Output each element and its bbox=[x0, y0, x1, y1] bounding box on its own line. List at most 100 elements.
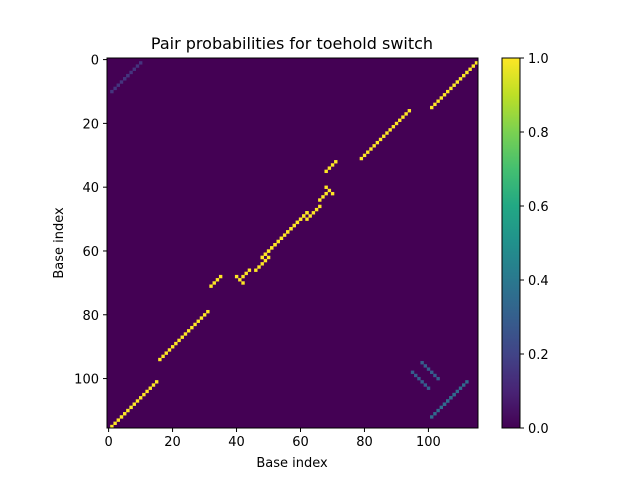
heatmap-cell bbox=[177, 338, 181, 343]
heatmap-cell bbox=[209, 284, 213, 288]
heatmap-cell bbox=[407, 109, 412, 113]
heatmap-cell bbox=[241, 281, 245, 285]
heatmap-cell bbox=[110, 89, 114, 94]
colorbar-tick-label: 0.6 bbox=[528, 200, 549, 215]
heatmap-cell bbox=[423, 383, 428, 387]
heatmap-cell bbox=[430, 415, 434, 419]
heatmap-cell bbox=[455, 389, 460, 394]
heatmap-cell bbox=[282, 233, 287, 237]
heatmap-cell bbox=[244, 271, 248, 276]
heatmap-cell bbox=[190, 325, 194, 330]
x-tick-label: 60 bbox=[292, 435, 309, 450]
x-tick-label: 20 bbox=[164, 435, 181, 450]
heatmap-cell bbox=[132, 67, 136, 71]
heatmap-cell bbox=[119, 415, 124, 419]
heatmap-cell bbox=[401, 115, 405, 119]
heatmap-cell bbox=[286, 230, 290, 234]
heatmap-cell bbox=[452, 83, 456, 87]
heatmap-cell bbox=[215, 278, 220, 282]
heatmap-cell bbox=[266, 249, 271, 253]
heatmap-cell bbox=[433, 102, 437, 107]
heatmap-cell bbox=[308, 214, 312, 218]
chart-title: Pair probabilities for toehold switch bbox=[151, 34, 433, 53]
heatmap-cell bbox=[145, 389, 149, 394]
heatmap-cell bbox=[260, 262, 264, 266]
heatmap-cell bbox=[436, 408, 440, 413]
heatmap-cell bbox=[468, 67, 472, 71]
heatmap-cell bbox=[174, 341, 178, 346]
heatmap-cell bbox=[212, 281, 216, 285]
heatmap-cell bbox=[414, 373, 418, 378]
heatmap-cell bbox=[193, 322, 197, 327]
y-tick-label: 100 bbox=[74, 373, 99, 388]
heatmap-cell bbox=[327, 166, 332, 170]
y-axis-label: Base index bbox=[52, 207, 67, 279]
heatmap-cell bbox=[458, 386, 463, 390]
heatmap-cell bbox=[378, 137, 383, 142]
heatmap-cells bbox=[110, 61, 478, 428]
heatmap-cell bbox=[138, 61, 143, 65]
heatmap-cell bbox=[359, 156, 364, 161]
heatmap-cell bbox=[423, 364, 428, 368]
heatmap-cell bbox=[161, 354, 165, 359]
heatmap-cell bbox=[295, 220, 300, 225]
heatmap-cell bbox=[446, 399, 450, 403]
heatmap-cell bbox=[254, 268, 258, 272]
heatmap-cell bbox=[119, 80, 124, 84]
heatmap-cell bbox=[129, 405, 133, 410]
heatmap-cell bbox=[289, 227, 293, 231]
heatmap-cell bbox=[273, 243, 277, 247]
heatmap-cell bbox=[420, 380, 424, 384]
heatmap-cell bbox=[238, 278, 242, 282]
heatmap-cell bbox=[241, 274, 245, 279]
heatmap-cell bbox=[382, 134, 386, 138]
heatmap-cell bbox=[458, 77, 463, 81]
y-tick-label: 40 bbox=[82, 181, 99, 196]
heatmap-cell bbox=[324, 191, 328, 196]
heatmap-cell bbox=[324, 185, 328, 189]
heatmap-cell bbox=[186, 329, 191, 333]
heatmap-cell bbox=[433, 412, 437, 416]
heatmap-cell bbox=[446, 89, 450, 94]
heatmap-cell bbox=[126, 73, 130, 78]
heatmap-cell bbox=[154, 380, 159, 384]
heatmap-cell bbox=[148, 386, 152, 390]
colorbar bbox=[501, 57, 521, 429]
heatmap-cell bbox=[474, 61, 478, 65]
heatmap-cell bbox=[324, 169, 328, 174]
x-axis: 0 20 40 60 80 100 bbox=[104, 428, 441, 450]
heatmap-cell bbox=[404, 112, 408, 116]
heatmap-cell bbox=[298, 217, 303, 221]
heatmap-cell bbox=[113, 421, 117, 426]
heatmap-cell bbox=[113, 86, 117, 91]
heatmap-cell bbox=[276, 239, 280, 244]
heatmap-cell bbox=[430, 370, 434, 374]
heatmap-cell bbox=[266, 255, 271, 260]
heatmap-cell bbox=[257, 265, 261, 269]
heatmap-cell bbox=[138, 396, 143, 400]
heatmap-cell bbox=[369, 147, 373, 151]
y-tick-label: 80 bbox=[82, 309, 99, 324]
heatmap-cell bbox=[116, 418, 120, 422]
heatmap-cell bbox=[465, 380, 469, 384]
heatmap-cell bbox=[433, 373, 437, 378]
heatmap-cell bbox=[318, 204, 322, 209]
heatmap-cell bbox=[260, 255, 264, 260]
heatmap-cell bbox=[362, 153, 367, 158]
plot-frame bbox=[106, 57, 479, 429]
heatmap-cell bbox=[129, 70, 133, 75]
heatmap-cell bbox=[126, 408, 130, 413]
heatmap-cell bbox=[417, 376, 421, 381]
heatmap-cell bbox=[314, 207, 319, 212]
colorbar-tick-label: 0.8 bbox=[528, 126, 549, 141]
heatmap-cell bbox=[388, 128, 392, 132]
heatmap-cell bbox=[234, 274, 239, 279]
heatmap-cell bbox=[334, 160, 338, 164]
heatmap-cell bbox=[436, 99, 440, 103]
heatmap-cell bbox=[116, 83, 120, 87]
heatmap-cell bbox=[452, 392, 456, 397]
heatmap-cell bbox=[375, 140, 380, 145]
heatmap-cell bbox=[372, 144, 376, 148]
heatmap-cell bbox=[135, 64, 140, 68]
